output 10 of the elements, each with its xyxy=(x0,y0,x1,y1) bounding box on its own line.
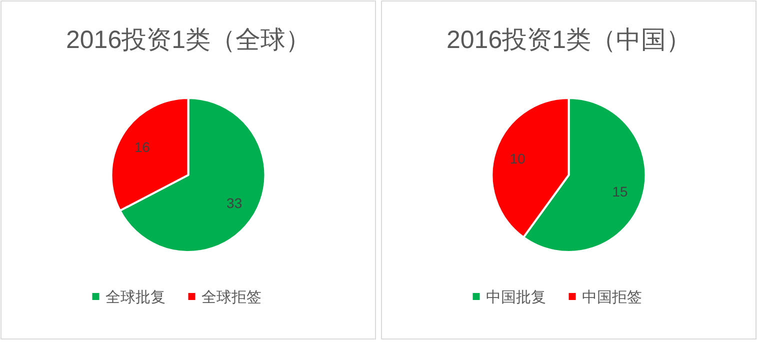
data-label: 16 xyxy=(134,139,150,156)
legend-label: 全球拒签 xyxy=(201,289,262,306)
legend-label: 全球批复 xyxy=(105,289,166,306)
legend-label: 中国拒签 xyxy=(582,289,642,306)
legend-label: 中国批复 xyxy=(486,289,546,306)
chart-title: 2016投资1类（全球） xyxy=(66,26,311,54)
data-label: 15 xyxy=(612,184,628,200)
chart-title: 2016投资1类（中国） xyxy=(446,26,692,54)
data-label: 33 xyxy=(226,194,242,211)
data-label: 10 xyxy=(510,150,526,166)
